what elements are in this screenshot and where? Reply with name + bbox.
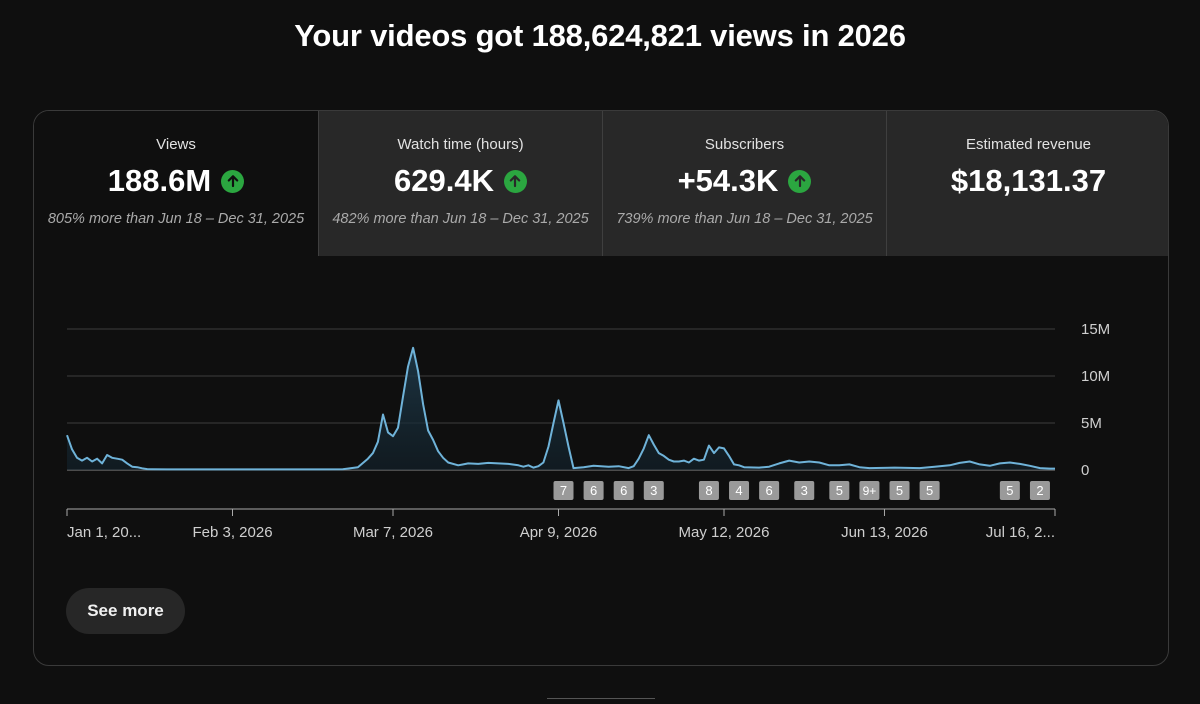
tab-comparison: 482% more than Jun 18 – Dec 31, 2025 xyxy=(332,211,589,227)
video-marker-count: 6 xyxy=(590,483,597,498)
tab-comparison: 739% more than Jun 18 – Dec 31, 2025 xyxy=(616,211,873,227)
video-marker-count: 5 xyxy=(836,483,843,498)
video-marker-badge xyxy=(553,481,574,500)
video-marker-count: 5 xyxy=(896,483,903,498)
video-marker[interactable]: 4 xyxy=(729,481,750,500)
video-marker-badge xyxy=(583,481,604,500)
video-marker-count: 5 xyxy=(926,483,933,498)
views-series-line xyxy=(66,346,1055,471)
tab-views[interactable]: Views 188.6M 805% more than Jun 18 – Dec… xyxy=(34,111,318,256)
video-marker[interactable]: 5 xyxy=(889,481,910,500)
video-marker-count: 8 xyxy=(705,483,712,498)
video-marker-badge xyxy=(643,481,664,500)
video-marker-count: 7 xyxy=(560,483,567,498)
views-chart: 15M 10M 5M 0 7 6 6 3 8 4 6 3 5 9+ 5 5 5 2 Jan 1, 20... Feb … xyxy=(66,321,1110,541)
video-marker-badge xyxy=(859,481,880,500)
video-marker-count: 5 xyxy=(1006,483,1013,498)
x-tick-label: Feb 3, 2026 xyxy=(192,524,272,541)
video-marker-badge xyxy=(729,481,750,500)
video-marker[interactable]: 8 xyxy=(698,481,719,500)
x-tick-label: Jun 13, 2026 xyxy=(841,524,928,541)
y-tick-label: 10M xyxy=(1081,368,1110,385)
arrow-up-icon xyxy=(788,169,812,193)
tab-subscribers[interactable]: Subscribers +54.3K 739% more than Jun 18… xyxy=(602,111,886,256)
tab-comparison: 805% more than Jun 18 – Dec 31, 2025 xyxy=(47,211,305,227)
tab-value: 629.4K xyxy=(394,163,494,198)
tab-watch-time[interactable]: Watch time (hours) 629.4K 482% more than… xyxy=(318,111,602,256)
y-tick-label: 5M xyxy=(1081,415,1102,432)
video-marker[interactable]: 5 xyxy=(999,481,1020,500)
video-marker-count: 4 xyxy=(735,483,742,498)
video-marker-count: 3 xyxy=(801,483,808,498)
video-marker-badge xyxy=(613,481,634,500)
video-marker-badge xyxy=(698,481,719,500)
video-marker[interactable]: 2 xyxy=(1029,481,1050,500)
video-marker[interactable]: 7 xyxy=(553,481,574,500)
video-marker[interactable]: 6 xyxy=(759,481,780,500)
divider xyxy=(547,698,655,699)
video-marker[interactable]: 5 xyxy=(919,481,940,500)
tab-value: 188.6M xyxy=(107,163,212,198)
video-marker[interactable]: 6 xyxy=(583,481,604,500)
y-tick-label: 15M xyxy=(1081,321,1110,338)
x-tick-label: Apr 9, 2026 xyxy=(520,524,598,541)
video-marker-badge xyxy=(999,481,1020,500)
video-marker-badge xyxy=(889,481,910,500)
video-marker-count: 9+ xyxy=(863,484,877,498)
video-marker-badge xyxy=(794,481,815,500)
y-tick-label: 0 xyxy=(1081,462,1089,479)
x-tick-label: Jul 16, 2... xyxy=(986,524,1055,541)
x-tick-label: Mar 7, 2026 xyxy=(353,524,433,541)
tab-label: Views xyxy=(156,136,196,153)
video-marker-count: 6 xyxy=(766,483,773,498)
x-tick-label: Jan 1, 20... xyxy=(67,524,141,541)
page-headline: Your videos got 188,624,821 views in 202… xyxy=(294,18,906,53)
tab-label: Estimated revenue xyxy=(965,136,1092,153)
video-marker[interactable]: 6 xyxy=(613,481,634,500)
video-marker-badge xyxy=(1029,481,1050,500)
video-marker[interactable]: 9+ xyxy=(859,481,880,500)
analytics-card: Views 188.6M 805% more than Jun 18 – Dec… xyxy=(33,110,1169,666)
video-marker-badge xyxy=(759,481,780,500)
video-marker-count: 6 xyxy=(620,483,627,498)
video-marker-count: 2 xyxy=(1036,483,1043,498)
video-marker[interactable]: 5 xyxy=(829,481,850,500)
tab-label: Subscribers xyxy=(704,136,785,153)
video-marker[interactable]: 3 xyxy=(794,481,815,500)
metric-tabs: Views 188.6M 805% more than Jun 18 – Dec… xyxy=(34,111,1168,256)
tab-estimated-revenue[interactable]: Estimated revenue $18,131.37 xyxy=(886,111,1168,256)
tab-value: $18,131.37 xyxy=(950,163,1107,198)
views-series-area xyxy=(67,347,1055,470)
tab-label: Watch time (hours) xyxy=(397,136,524,153)
x-tick-label: May 12, 2026 xyxy=(679,524,770,541)
video-marker[interactable]: 3 xyxy=(643,481,664,500)
tab-value: +54.3K xyxy=(677,163,779,198)
video-marker-badge xyxy=(829,481,850,500)
arrow-up-icon xyxy=(503,169,527,193)
see-more-button[interactable]: See more xyxy=(66,588,185,634)
video-marker-badge xyxy=(919,481,940,500)
arrow-up-icon xyxy=(221,169,245,193)
video-marker-count: 3 xyxy=(650,483,657,498)
